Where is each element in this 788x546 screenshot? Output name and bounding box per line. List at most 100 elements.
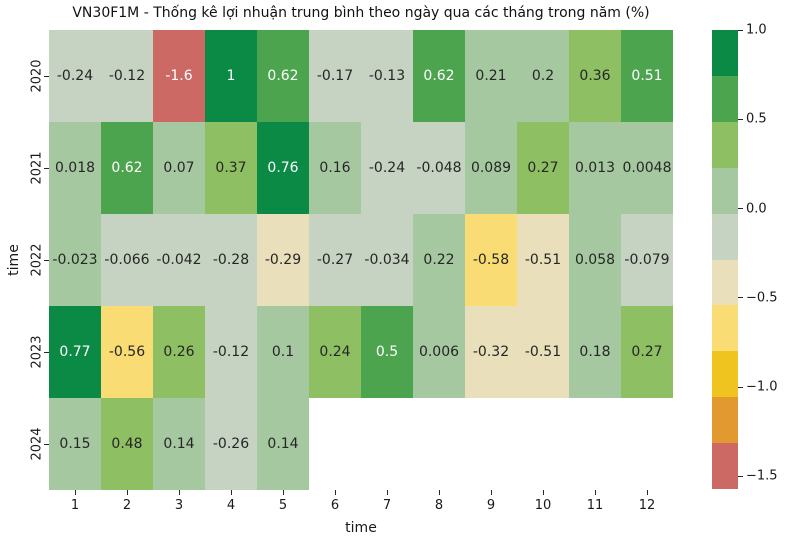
x-tick-mark — [126, 490, 128, 495]
colorbar-band — [712, 305, 738, 352]
x-tick-label-7: 7 — [382, 498, 392, 513]
y-tick-mark — [44, 75, 49, 77]
y-tick-label-2022: 2022 — [29, 243, 45, 277]
x-tick-mark — [542, 490, 544, 495]
x-tick-mark — [490, 490, 492, 495]
colorbar-tick-label: −1.0 — [746, 379, 778, 395]
colorbar-band — [712, 75, 738, 123]
heatmap-cell-2022-8: 0.22 — [413, 214, 465, 306]
colorbar-band — [712, 30, 738, 77]
colorbar — [712, 30, 738, 490]
y-tick-label-2020: 2020 — [29, 59, 45, 93]
x-tick-label-12: 12 — [638, 498, 656, 513]
heatmap-cell-2020-9: 0.21 — [465, 30, 517, 122]
colorbar-tick-label: 0.5 — [746, 111, 767, 127]
heatmap-cell-2020-3: -1.6 — [153, 30, 205, 122]
x-tick-label-6: 6 — [330, 498, 340, 513]
heatmap-cell-2021-9: 0.089 — [465, 122, 517, 214]
heatmap-cell-2020-7: -0.13 — [361, 30, 413, 122]
heatmap-cell-2022-5: -0.29 — [257, 214, 309, 306]
heatmap-cell-2023-6: 0.24 — [309, 306, 361, 398]
heatmap-cell-2021-6: 0.16 — [309, 122, 361, 214]
heatmap-cell-2021-5: 0.76 — [257, 122, 309, 214]
heatmap-cell-2020-1: -0.24 — [49, 30, 101, 122]
heatmap-cell-2020-12: 0.51 — [621, 30, 673, 122]
colorbar-tick-label: −0.5 — [746, 290, 778, 306]
colorbar-band — [712, 213, 738, 260]
heatmap-cell-2023-1: 0.77 — [49, 306, 101, 398]
heatmap-cell-2020-5: 0.62 — [257, 30, 309, 122]
x-tick-label-9: 9 — [486, 498, 496, 513]
y-tick-mark — [44, 167, 49, 169]
heatmap-cell-2022-2: -0.066 — [101, 214, 153, 306]
y-tick-mark — [44, 443, 49, 445]
heatmap-cell-2021-4: 0.37 — [205, 122, 257, 214]
heatmap-cell-2024-1: 0.15 — [49, 398, 101, 490]
x-tick-mark — [594, 490, 596, 495]
heatmap-cell-2024-5: 0.14 — [257, 398, 309, 490]
heatmap-cell-2023-4: -0.12 — [205, 306, 257, 398]
heatmap-cell-2020-2: -0.12 — [101, 30, 153, 122]
x-tick-label-11: 11 — [586, 498, 604, 513]
heatmap-cell-2024-4: -0.26 — [205, 398, 257, 490]
heatmap-cell-2022-10: -0.51 — [517, 214, 569, 306]
heatmap-grid: -0.24 -0.12 -1.6 1 0.62 -0.17 -0.13 0.62 0.21 0.2… — [49, 30, 673, 490]
colorbar-band — [712, 259, 738, 306]
y-tick-label-2021: 2021 — [29, 151, 45, 185]
heatmap-cell-2022-4: -0.28 — [205, 214, 257, 306]
heatmap-cell-2024-2: 0.48 — [101, 398, 153, 490]
x-tick-label-3: 3 — [174, 498, 184, 513]
heatmap-cell-2023-9: -0.32 — [465, 306, 517, 398]
heatmap-cell-2021-12: 0.0048 — [621, 122, 673, 214]
heatmap-cell-2020-8: 0.62 — [413, 30, 465, 122]
heatmap-cell-2023-8: 0.006 — [413, 306, 465, 398]
heatmap-cell-2022-3: -0.042 — [153, 214, 205, 306]
heatmap-cell-2020-6: -0.17 — [309, 30, 361, 122]
heatmap-cell-2023-2: -0.56 — [101, 306, 153, 398]
x-tick-label-4: 4 — [226, 498, 236, 513]
heatmap-cell-2023-7: 0.5 — [361, 306, 413, 398]
heatmap-cell-2022-6: -0.27 — [309, 214, 361, 306]
colorbar-tick-label: 0.0 — [746, 201, 767, 217]
heatmap-cell-2021-11: 0.013 — [569, 122, 621, 214]
heatmap-cell-2023-10: -0.51 — [517, 306, 569, 398]
x-tick-label-2: 2 — [122, 498, 132, 513]
heatmap-cell-2022-9: -0.58 — [465, 214, 517, 306]
heatmap-cell-2023-11: 0.18 — [569, 306, 621, 398]
y-tick-mark — [44, 351, 49, 353]
x-tick-mark — [230, 490, 232, 495]
x-tick-mark — [74, 490, 76, 495]
colorbar-band — [712, 167, 738, 215]
heatmap-cell-2021-2: 0.62 — [101, 122, 153, 214]
colorbar-tick-mark — [738, 475, 743, 477]
x-axis-label: time — [345, 520, 377, 536]
x-tick-label-5: 5 — [278, 498, 288, 513]
y-tick-mark — [44, 259, 49, 261]
colorbar-band — [712, 351, 738, 398]
heatmap-cell-2022-1: -0.023 — [49, 214, 101, 306]
x-tick-label-10: 10 — [534, 498, 552, 513]
colorbar-tick-mark — [738, 208, 743, 210]
colorbar-tick-label: −1.5 — [746, 468, 778, 484]
colorbar-tick-mark — [738, 29, 743, 31]
heatmap-cell-2021-8: -0.048 — [413, 122, 465, 214]
heatmap-cell-2020-11: 0.36 — [569, 30, 621, 122]
heatmap-cell-2020-4: 1 — [205, 30, 257, 122]
x-tick-mark — [386, 490, 388, 495]
chart-title: VN30F1M - Thống kê lợi nhuận trung bình … — [72, 5, 650, 21]
x-tick-mark — [646, 490, 648, 495]
heatmap-cell-2022-7: -0.034 — [361, 214, 413, 306]
colorbar-tick-mark — [738, 297, 743, 299]
y-tick-label-2024: 2024 — [29, 427, 45, 461]
heatmap-cell-2021-10: 0.27 — [517, 122, 569, 214]
x-tick-label-8: 8 — [434, 498, 444, 513]
colorbar-tick-mark — [738, 118, 743, 120]
colorbar-band — [712, 443, 738, 490]
x-tick-label-1: 1 — [70, 498, 80, 513]
colorbar-tick-mark — [738, 386, 743, 388]
heatmap-cell-2021-7: -0.24 — [361, 122, 413, 214]
x-tick-mark — [438, 490, 440, 495]
heatmap-cell-2020-10: 0.2 — [517, 30, 569, 122]
x-tick-mark — [282, 490, 284, 495]
